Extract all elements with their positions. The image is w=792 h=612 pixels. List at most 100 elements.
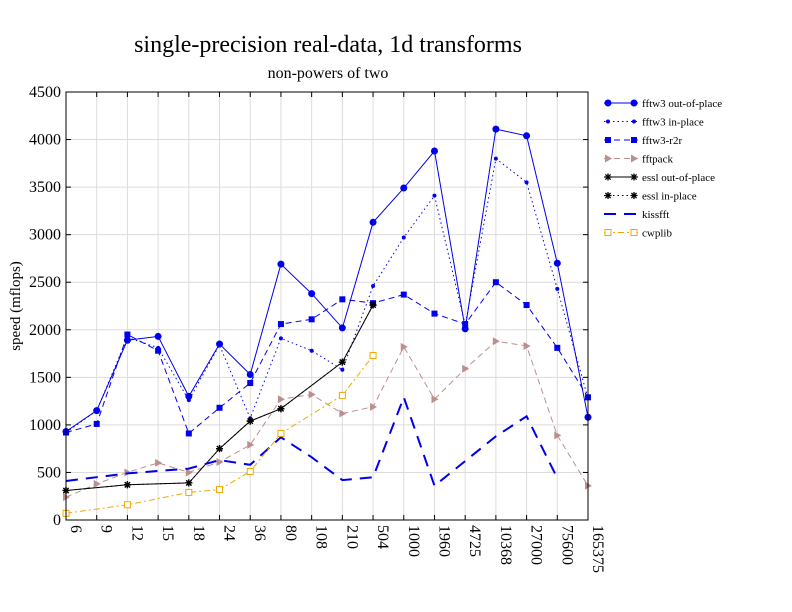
- data-point: [277, 395, 285, 404]
- data-point: [523, 302, 530, 309]
- data-point: [432, 193, 437, 198]
- data-point: [246, 417, 254, 425]
- y-tick-label: 3000: [29, 227, 61, 244]
- data-point: [123, 501, 131, 509]
- data-point: [630, 173, 638, 181]
- series-2: [63, 279, 591, 437]
- series-1: [64, 156, 590, 435]
- legend-entry: essl out-of-place: [604, 172, 715, 184]
- y-ticks: 0 500 1000 1500 2000 2500 3000 3500 4000 4500: [29, 84, 588, 529]
- data-point: [155, 458, 163, 467]
- series-3: [63, 337, 592, 502]
- x-tick-label: 1000: [405, 525, 422, 557]
- y-tick-label: 2000: [29, 322, 61, 339]
- data-point: [369, 301, 377, 309]
- data-point: [401, 235, 406, 240]
- data-point: [523, 132, 531, 140]
- x-tick-label: 108: [313, 525, 330, 549]
- data-point: [400, 342, 408, 351]
- legend-label: fftw3-r2r: [642, 135, 682, 147]
- data-point: [309, 348, 314, 353]
- x-tick-label: 15: [159, 525, 176, 541]
- data-point: [369, 218, 377, 226]
- legend-label: fftw3 in-place: [642, 117, 704, 129]
- data-point: [216, 486, 224, 494]
- data-point: [185, 488, 193, 496]
- data-point: [277, 405, 285, 413]
- x-tick-label: 4725: [466, 525, 483, 557]
- legend-entry: essl in-place: [604, 191, 697, 203]
- data-point: [277, 321, 284, 328]
- x-tick-label: 165375: [589, 525, 606, 573]
- x-tick-label: 504: [374, 525, 391, 549]
- data-point: [630, 192, 638, 199]
- series-line: [65, 355, 374, 514]
- data-point: [630, 229, 638, 236]
- data-point: [554, 344, 561, 351]
- data-point: [632, 119, 636, 124]
- data-point: [631, 154, 638, 163]
- series-line: [65, 340, 589, 498]
- data-point: [606, 119, 610, 124]
- data-point: [308, 316, 315, 323]
- x-ticks: 6 9 12 15 18 24 36 80 108 210 504 1000 1960 4725 10368…: [65, 92, 606, 573]
- data-point: [605, 137, 611, 143]
- series-0: [62, 125, 592, 436]
- series-line: [65, 281, 589, 435]
- plot-frame: [65, 91, 589, 521]
- data-point: [604, 192, 612, 199]
- y-tick-label: 1000: [29, 417, 61, 434]
- data-point: [492, 125, 500, 133]
- grid: [65, 91, 589, 521]
- legend-entry: kissfft: [604, 209, 669, 221]
- data-point: [630, 99, 638, 107]
- legend-label: essl out-of-place: [642, 172, 715, 184]
- data-point: [431, 310, 438, 317]
- series-6: [65, 394, 559, 488]
- data-point: [246, 370, 254, 378]
- data-point: [338, 391, 346, 399]
- data-point: [94, 408, 99, 413]
- legend-label: fftw3 out-of-place: [642, 98, 722, 110]
- data-point: [185, 468, 193, 477]
- data-point: [523, 341, 531, 350]
- data-point: [246, 467, 254, 475]
- chart-subtitle: non-powers of two: [268, 65, 389, 82]
- data-point: [186, 398, 191, 403]
- data-point: [93, 420, 100, 427]
- y-tick-label: 500: [37, 464, 61, 481]
- series-layer: [62, 125, 592, 517]
- data-point: [277, 429, 285, 437]
- x-tick-label: 27000: [528, 525, 545, 565]
- legend-label: fftpack: [642, 154, 673, 166]
- data-point: [631, 137, 637, 143]
- data-point: [154, 332, 162, 340]
- data-point: [369, 351, 377, 359]
- data-point: [216, 457, 224, 466]
- legend-entry: fftw3 in-place: [604, 117, 704, 129]
- data-point: [124, 331, 131, 338]
- data-point: [400, 291, 407, 298]
- data-point: [278, 336, 283, 341]
- data-point: [492, 337, 500, 346]
- data-point: [308, 290, 316, 298]
- data-point: [604, 173, 612, 181]
- y-tick-label: 1500: [29, 369, 61, 386]
- y-tick-label: 4000: [29, 132, 61, 149]
- x-tick-label: 36: [251, 525, 268, 541]
- series-line: [65, 304, 374, 491]
- x-tick-label: 1960: [435, 525, 452, 557]
- data-point: [431, 395, 439, 404]
- data-point: [492, 279, 499, 286]
- y-axis-label: speed (mflops): [8, 261, 24, 351]
- data-point: [338, 358, 346, 366]
- series-5: [62, 301, 377, 495]
- data-point: [308, 390, 316, 399]
- data-point: [604, 229, 612, 236]
- series-line: [65, 128, 589, 432]
- data-point: [430, 147, 438, 155]
- data-point: [400, 184, 408, 192]
- data-point: [371, 284, 376, 289]
- x-tick-label: 12: [128, 525, 145, 541]
